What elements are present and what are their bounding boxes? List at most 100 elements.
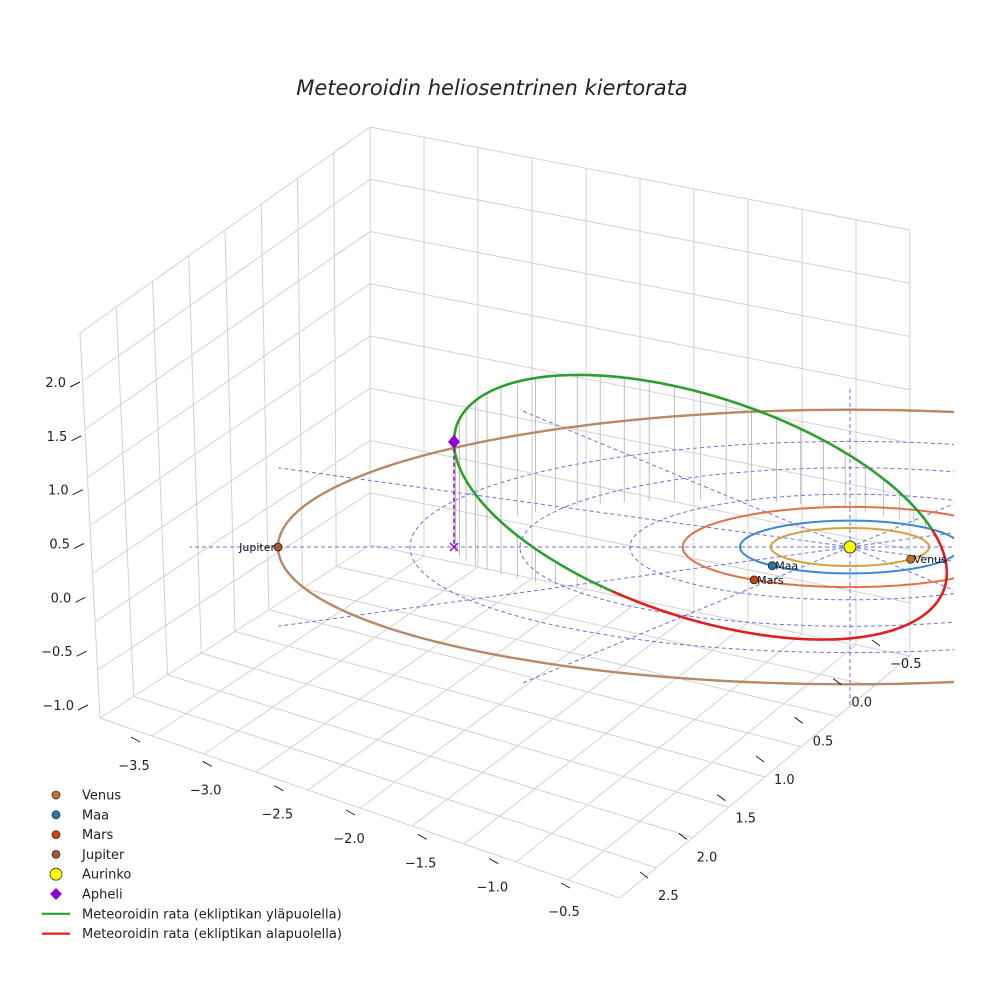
x-tick-mark [345, 809, 356, 816]
aphelion-projection-marker [449, 542, 459, 552]
grid-line [92, 387, 371, 575]
legend-label: Aurinko [82, 868, 131, 883]
legend-label: Mars [82, 828, 114, 843]
grid-line [94, 440, 371, 623]
z-tick-mark [76, 650, 87, 657]
planet-label-jupiter: Jupiter [238, 541, 275, 554]
grid-line [369, 283, 911, 391]
legend-label: Venus [82, 789, 121, 804]
legend-label: Jupiter [81, 848, 125, 863]
grid-line [82, 178, 371, 382]
planet-marker-maa [767, 561, 777, 571]
grid-line [87, 283, 371, 478]
grid-line [89, 335, 371, 526]
x-tick-label: −2.0 [333, 832, 365, 847]
z-tick-label: 1.0 [48, 484, 69, 499]
y-tick-label: −0.5 [890, 657, 922, 672]
legend-label: Meteoroidin rata (ekliptikan yläpuolella… [82, 907, 342, 922]
z-tick-mark [73, 543, 85, 549]
x-tick-mark [274, 785, 284, 792]
z-tick-mark [75, 596, 86, 603]
z-tick-label: 0.0 [51, 591, 72, 606]
y-tick-mark [871, 639, 881, 647]
x-tick-label: −1.0 [477, 881, 509, 896]
ecliptic-ray [519, 546, 851, 685]
y-tick-label: 0.5 [813, 734, 834, 749]
ecliptic-grid [190, 388, 954, 706]
x-tick-mark [560, 882, 571, 889]
legend-swatch [51, 850, 61, 859]
y-tick-label: 2.0 [697, 850, 718, 865]
planet-label-maa: Maa [775, 560, 798, 573]
y-tick-mark [833, 678, 842, 686]
x-tick-mark [489, 858, 499, 865]
z-tick-label: 0.5 [49, 538, 70, 553]
meteoroid-orbit-below [930, 528, 949, 573]
grid-line [369, 335, 911, 444]
ecliptic-ray [278, 467, 851, 548]
y-tick-mark [717, 794, 726, 802]
orbit-venus [769, 527, 931, 567]
legend-swatch [51, 790, 61, 800]
legend: Venus Maa Mars Jupiter Aurinko Apheli Meteoroi… [42, 789, 342, 942]
orbit-mars [681, 505, 954, 589]
chart-title: Meteoroidin heliosentrinen kiertorata [296, 76, 688, 100]
x-tick-label: −1.5 [405, 856, 437, 871]
grid-line [369, 178, 911, 284]
z-tick-label: −0.5 [41, 645, 73, 660]
legend-swatch [49, 867, 63, 881]
ecliptic-ray [278, 546, 851, 627]
grid-line [167, 674, 693, 838]
y-tick-label: 1.0 [774, 773, 795, 788]
legend-swatch [51, 810, 61, 820]
grid-line [268, 609, 802, 748]
grid-line [84, 231, 371, 430]
x-tick-label: −3.0 [190, 783, 222, 798]
x-tick-mark [417, 833, 427, 840]
y-tick-mark [794, 716, 803, 724]
y-tick-label: 1.5 [735, 812, 756, 827]
sun-marker [843, 540, 857, 554]
grid-line [369, 492, 911, 604]
y-tick-mark [639, 871, 649, 879]
ecliptic-circle [409, 440, 954, 654]
grid-line [336, 566, 874, 687]
y-tick-label: 0.0 [851, 696, 872, 711]
grid-line [369, 440, 911, 550]
grid-line [201, 652, 729, 808]
meteoroid-orbit-above [452, 373, 933, 593]
z-tick-mark [71, 435, 82, 442]
y-tick-label: 2.5 [658, 889, 679, 904]
orbit-maa [739, 519, 954, 575]
meteoroid-orbit [452, 373, 949, 641]
z-tick-label: −1.0 [42, 699, 74, 714]
x-tick-label: −3.5 [118, 759, 150, 774]
z-tick-label: 1.5 [47, 430, 68, 445]
legend-swatch [51, 830, 61, 839]
grid-line [369, 387, 911, 497]
axes-grid [79, 126, 911, 899]
planet-label-mars: Mars [757, 574, 784, 587]
legend-label: Meteoroidin rata (ekliptikan alapuolella… [82, 927, 342, 942]
grid-line [369, 231, 911, 337]
x-tick-mark [130, 736, 141, 743]
y-tick-mark [678, 832, 687, 840]
meteoroid-orbit-below [611, 572, 949, 641]
x-tick-mark [202, 760, 212, 767]
grid-line [97, 492, 371, 671]
legend-swatch [50, 888, 62, 900]
planet-marker-venus [906, 554, 916, 564]
x-tick-label: −0.5 [548, 905, 580, 920]
planet-label-venus: Venus [914, 553, 947, 566]
grid-line [133, 695, 657, 869]
aphelion-marker [448, 434, 460, 449]
y-tick-mark [755, 755, 765, 763]
z-tick-label: 2.0 [45, 376, 66, 391]
z-tick-mark [77, 704, 89, 711]
axis-ticks: −1.0 −0.5 0.0 0.5 1.0 1.5 2.0 −3.5 −3.0 −2.5 −2.0 −… [41, 376, 921, 920]
z-tick-mark [69, 381, 81, 388]
legend-label: Apheli [82, 888, 123, 903]
